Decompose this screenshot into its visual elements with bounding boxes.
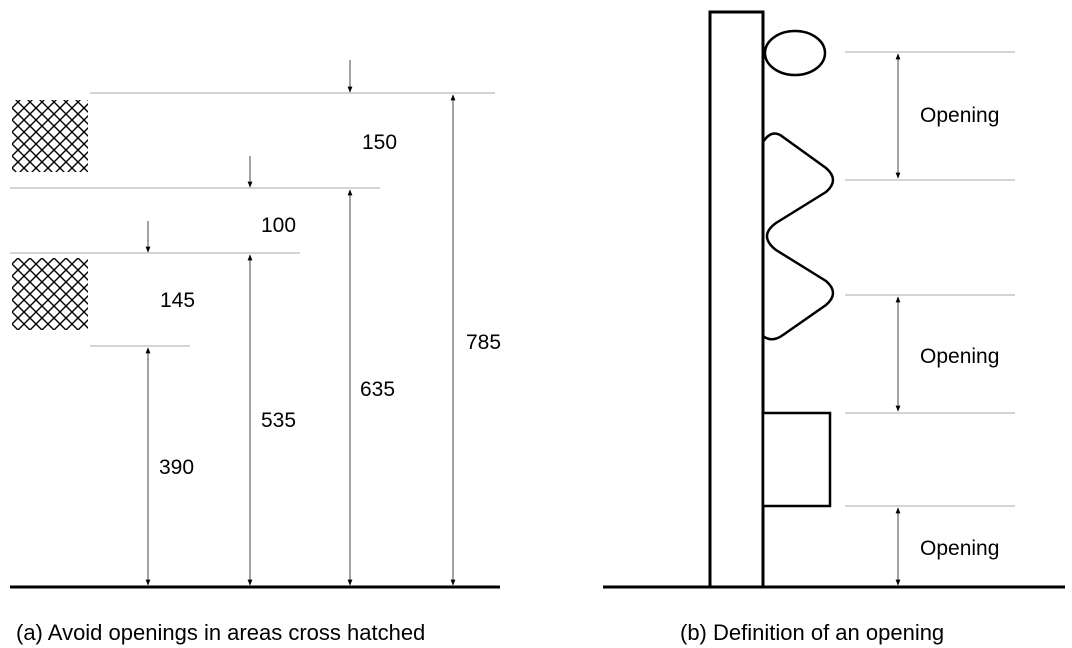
crosshatch-zone-upper (12, 100, 88, 172)
opening-label-3: Opening (920, 537, 999, 560)
dimension-label-145: 145 (160, 289, 195, 312)
zigzag-shape (761, 132, 835, 341)
post (708, 10, 765, 589)
dimension-label-150: 150 (362, 131, 397, 154)
dimension-label-390: 390 (159, 456, 194, 479)
ellipse-shape (763, 29, 827, 77)
dimension-label-785: 785 (466, 331, 501, 354)
caption-a: (a) Avoid openings in areas cross hatche… (16, 620, 425, 645)
dimension-label-635: 635 (360, 378, 395, 401)
dimension-label-100: 100 (261, 214, 296, 237)
opening-label-1: Opening (920, 104, 999, 127)
crosshatch-zone-lower (12, 258, 88, 330)
dimension-label-535: 535 (261, 409, 296, 432)
caption-b: (b) Definition of an opening (680, 620, 944, 645)
opening-label-2: Opening (920, 345, 999, 368)
figure-b: Opening Opening Opening (b) Definition o… (603, 10, 1065, 645)
rectangle-shape (761, 411, 832, 508)
figure-a: 150 100 145 390 535 635 785 (a) Avoid op… (10, 60, 501, 645)
